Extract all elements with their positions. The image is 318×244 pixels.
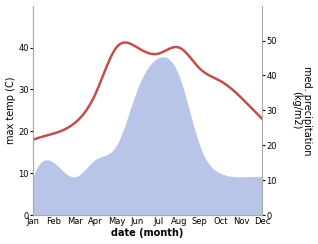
Y-axis label: max temp (C): max temp (C)	[5, 77, 16, 144]
X-axis label: date (month): date (month)	[111, 228, 184, 238]
Y-axis label: med. precipitation
(kg/m2): med. precipitation (kg/m2)	[291, 66, 313, 155]
